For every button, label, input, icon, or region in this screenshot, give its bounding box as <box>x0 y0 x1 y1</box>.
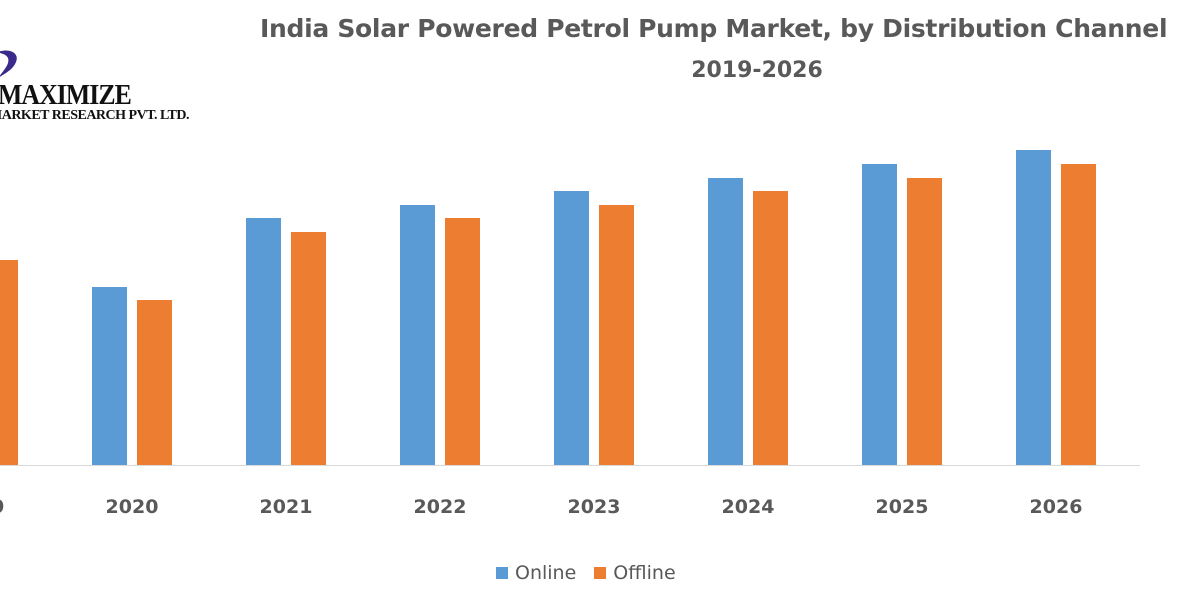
bar-offline-2025 <box>907 178 942 465</box>
bar-offline-2019 <box>0 260 18 465</box>
logo-brand: MAXIMIZE <box>0 80 132 111</box>
bar-offline-2023 <box>599 205 634 465</box>
legend-label-offline: Offline <box>613 562 676 584</box>
bar-offline-2022 <box>445 218 480 465</box>
chart-subtitle: 2019-2026 <box>691 58 823 83</box>
bar-online-2022 <box>400 205 435 465</box>
bar-online-2020 <box>92 287 127 465</box>
x-tick-label: 2020 <box>106 496 159 518</box>
bar-offline-2024 <box>753 191 788 465</box>
legend-item-offline: Offline <box>594 562 676 584</box>
x-tick-label: 2025 <box>876 496 929 518</box>
x-tick-label: 2024 <box>722 496 775 518</box>
logo-swoosh-icon <box>0 50 17 77</box>
x-tick-label: 2021 <box>260 496 313 518</box>
legend: Online Offline <box>496 562 694 584</box>
chart-title: India Solar Powered Petrol Pump Market, … <box>260 14 1168 43</box>
bar-offline-2021 <box>291 232 326 465</box>
x-tick-label: 2022 <box>414 496 467 518</box>
x-tick-label: 2026 <box>1030 496 1083 518</box>
legend-swatch-offline <box>594 567 607 579</box>
bar-online-2021 <box>246 218 281 465</box>
bar-offline-2026 <box>1061 164 1096 465</box>
logo-tagline: MARKET RESEARCH PVT. LTD. <box>0 108 190 123</box>
bar-offline-2020 <box>137 300 172 465</box>
bar-online-2023 <box>554 191 589 465</box>
legend-swatch-online <box>496 567 508 579</box>
legend-label-online: Online <box>515 562 577 584</box>
x-tick-label: 2019 <box>0 496 4 518</box>
x-tick-label: 2023 <box>568 496 621 518</box>
bar-online-2024 <box>708 178 743 465</box>
bar-online-2025 <box>862 164 897 465</box>
legend-item-online: Online <box>496 562 576 584</box>
bar-online-2026 <box>1016 150 1051 465</box>
